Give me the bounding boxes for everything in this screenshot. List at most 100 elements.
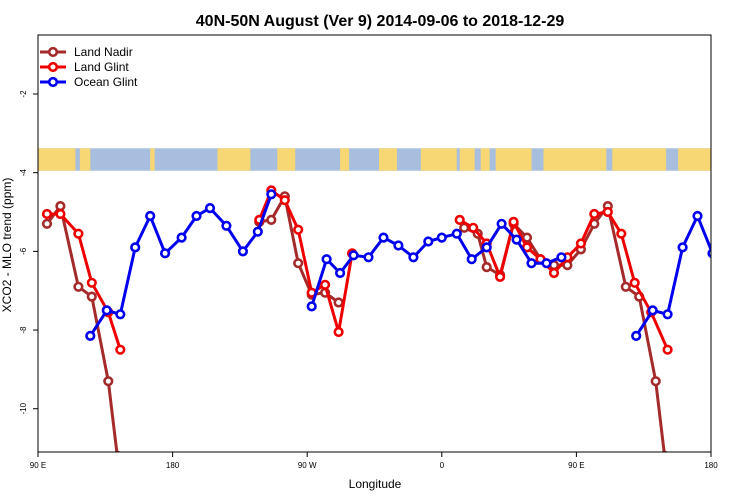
data-point: [650, 376, 661, 387]
data-point: [508, 216, 519, 227]
legend-marker: [47, 46, 59, 58]
data-point: [266, 214, 277, 225]
x-tick-label: 180: [704, 461, 718, 470]
data-point: [423, 236, 434, 247]
data-point: [408, 252, 419, 263]
data-point: [707, 248, 711, 259]
data-point: [114, 450, 121, 452]
data-point: [41, 208, 53, 220]
map-land: [495, 148, 532, 171]
data-point: [103, 376, 114, 387]
data-point: [41, 218, 53, 229]
map-land: [79, 148, 91, 171]
map-land: [217, 148, 251, 171]
plot-frame: [37, 34, 712, 453]
data-point: [333, 326, 344, 338]
x-tick-label: 180: [166, 461, 180, 470]
legend-marker: [47, 61, 59, 73]
data-point: [115, 344, 126, 355]
map-land: [277, 148, 296, 171]
series-line: [634, 214, 711, 337]
data-point: [662, 309, 673, 320]
data-point: [348, 250, 359, 261]
map-land: [543, 148, 607, 171]
map-land: [340, 148, 350, 171]
legend-item: Ocean Glint: [40, 75, 138, 89]
data-point: [363, 252, 374, 263]
legend-label: Land Nadir: [74, 45, 133, 59]
data-point: [176, 232, 187, 243]
data-point: [293, 224, 304, 235]
series-line: [463, 204, 666, 452]
map-land: [612, 148, 667, 171]
map-land: [38, 148, 76, 171]
data-point: [511, 234, 522, 245]
data-point: [266, 189, 277, 200]
legend-item: Land Glint: [40, 60, 129, 74]
data-point: [481, 242, 492, 253]
series-line: [458, 210, 669, 351]
data-point: [677, 242, 688, 253]
data-point: [73, 281, 84, 292]
data-point: [620, 281, 631, 292]
series-line: [47, 212, 122, 351]
data-point: [204, 203, 216, 214]
data-point: [320, 279, 331, 290]
map-land: [378, 148, 397, 171]
data-point: [481, 262, 492, 273]
data-point: [335, 267, 346, 279]
y-axis-label: XCO2 - MLO trend (ppm): [0, 178, 14, 313]
data-point: [333, 297, 344, 308]
data-point: [647, 305, 658, 316]
data-point: [160, 248, 171, 259]
data-point: [496, 218, 507, 229]
x-axis-label: Longitude: [349, 477, 402, 491]
y-tick-label: -8: [19, 326, 28, 334]
legend-label: Land Glint: [74, 60, 129, 74]
data-point: [115, 309, 126, 320]
data-point: [393, 240, 404, 251]
data-point: [306, 301, 317, 312]
data-point: [321, 254, 332, 265]
legend-marker: [47, 76, 59, 88]
y-tick-label: -4: [19, 169, 28, 177]
data-point: [602, 206, 613, 218]
data-point: [454, 214, 465, 225]
map-land: [150, 148, 155, 171]
data-point: [55, 201, 66, 212]
data-point: [237, 246, 248, 257]
data-point: [130, 242, 141, 253]
series-ocean-glint: [85, 189, 711, 342]
data-point: [293, 258, 304, 269]
data-point: [73, 228, 84, 239]
y-tick-label: -2: [19, 90, 28, 98]
data-point: [661, 450, 668, 452]
data-point: [495, 271, 506, 283]
data-point: [191, 210, 202, 222]
x-axis: 90 E 180 90 W 0 90 E 180: [30, 452, 718, 470]
data-point: [631, 330, 642, 342]
y-tick-label: -10: [19, 402, 28, 414]
map-ocean: [38, 148, 711, 171]
data-point: [692, 210, 703, 222]
data-point: [378, 232, 389, 243]
data-point: [629, 277, 640, 288]
data-point: [101, 305, 112, 316]
map-land: [480, 148, 490, 171]
data-point: [466, 254, 477, 265]
y-tick-label: -6: [19, 247, 28, 255]
data-point: [221, 220, 232, 231]
map-land: [459, 148, 475, 171]
data-point: [589, 208, 600, 220]
data-point: [86, 277, 97, 288]
data-point: [616, 228, 627, 239]
data-point: [575, 238, 587, 249]
data-point: [548, 267, 560, 279]
map-land: [420, 148, 457, 171]
data-point: [541, 258, 552, 269]
data-point: [55, 208, 66, 220]
data-point: [468, 222, 479, 233]
x-tick-label: 90 W: [298, 461, 317, 470]
